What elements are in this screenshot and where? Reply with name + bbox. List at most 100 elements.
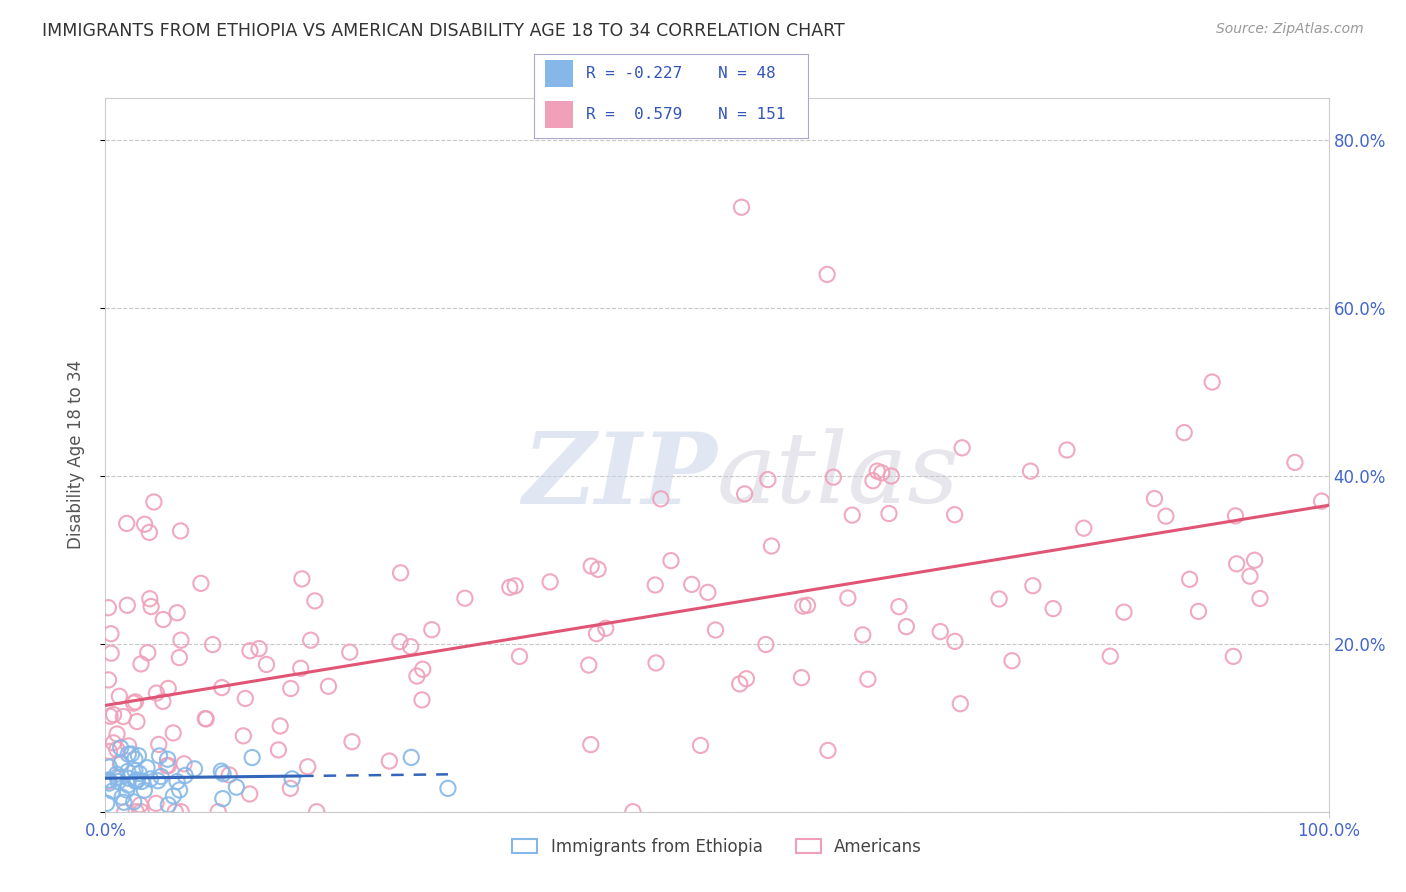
- Point: [929, 624, 952, 639]
- Text: N = 151: N = 151: [718, 107, 786, 122]
- Point: [696, 585, 718, 599]
- Point: [98, 760, 121, 774]
- Point: [870, 466, 893, 480]
- Point: [146, 773, 169, 788]
- Point: [454, 591, 477, 606]
- Point: [125, 773, 148, 788]
- Point: [1222, 649, 1244, 664]
- Point: [406, 669, 429, 683]
- Point: [887, 599, 910, 614]
- Point: [1225, 508, 1247, 523]
- Point: [117, 778, 139, 792]
- Text: IMMIGRANTS FROM ETHIOPIA VS AMERICAN DISABILITY AGE 18 TO 34 CORRELATION CHART: IMMIGRANTS FROM ETHIOPIA VS AMERICAN DIS…: [42, 22, 845, 40]
- Point: [105, 767, 128, 781]
- Point: [388, 634, 411, 648]
- Point: [1112, 605, 1135, 619]
- Point: [174, 768, 197, 782]
- Point: [792, 599, 814, 613]
- Point: [103, 736, 125, 750]
- Point: [1249, 591, 1271, 606]
- Point: [704, 623, 727, 637]
- Point: [100, 646, 122, 660]
- Point: [1154, 509, 1177, 524]
- Point: [129, 657, 152, 671]
- Point: [644, 578, 666, 592]
- Point: [949, 697, 972, 711]
- Point: [1022, 579, 1045, 593]
- Point: [790, 671, 813, 685]
- Point: [124, 752, 146, 766]
- Point: [195, 712, 218, 726]
- Point: [97, 600, 120, 615]
- Point: [169, 783, 191, 797]
- FancyBboxPatch shape: [546, 101, 572, 128]
- Point: [110, 740, 132, 755]
- Point: [659, 554, 682, 568]
- Point: [318, 679, 340, 693]
- Point: [162, 726, 184, 740]
- Point: [856, 672, 879, 686]
- Point: [823, 470, 845, 484]
- Point: [117, 747, 139, 762]
- Point: [232, 729, 254, 743]
- Point: [796, 599, 818, 613]
- Point: [97, 774, 120, 789]
- Point: [136, 761, 159, 775]
- Point: [148, 748, 170, 763]
- Point: [124, 774, 146, 789]
- Point: [297, 760, 319, 774]
- Point: [735, 672, 758, 686]
- Point: [183, 762, 205, 776]
- Point: [101, 784, 124, 798]
- Point: [943, 634, 966, 648]
- Point: [1073, 521, 1095, 535]
- Point: [138, 525, 160, 540]
- Point: [98, 709, 121, 723]
- Point: [239, 787, 262, 801]
- Point: [190, 576, 212, 591]
- Point: [240, 750, 263, 764]
- Text: N = 48: N = 48: [718, 66, 776, 81]
- Point: [108, 690, 131, 704]
- Point: [170, 633, 193, 648]
- Point: [880, 469, 903, 483]
- Point: [578, 658, 600, 673]
- Point: [437, 781, 460, 796]
- Point: [212, 766, 235, 780]
- Point: [110, 756, 132, 770]
- Point: [201, 638, 224, 652]
- Point: [299, 633, 322, 648]
- Point: [166, 774, 188, 789]
- Point: [136, 646, 159, 660]
- Point: [756, 473, 779, 487]
- Point: [339, 645, 361, 659]
- Point: [841, 508, 863, 522]
- Point: [125, 714, 148, 729]
- Text: Source: ZipAtlas.com: Source: ZipAtlas.com: [1216, 22, 1364, 37]
- Point: [256, 657, 278, 672]
- Point: [378, 754, 401, 768]
- Point: [218, 768, 240, 782]
- Point: [1201, 375, 1223, 389]
- Point: [100, 626, 122, 640]
- Point: [124, 695, 146, 709]
- Point: [121, 747, 143, 761]
- Point: [1178, 572, 1201, 586]
- Point: [1099, 649, 1122, 664]
- Point: [127, 772, 149, 787]
- Point: [165, 805, 187, 819]
- Point: [194, 712, 217, 726]
- Point: [96, 797, 118, 811]
- Point: [291, 572, 314, 586]
- Point: [280, 681, 302, 696]
- Point: [211, 791, 233, 805]
- Point: [399, 640, 422, 654]
- Point: [103, 707, 125, 722]
- Point: [157, 681, 180, 696]
- Point: [122, 696, 145, 710]
- Point: [139, 599, 162, 614]
- Point: [145, 686, 167, 700]
- Point: [412, 662, 434, 676]
- Text: R = -0.227: R = -0.227: [586, 66, 683, 81]
- Point: [110, 757, 132, 772]
